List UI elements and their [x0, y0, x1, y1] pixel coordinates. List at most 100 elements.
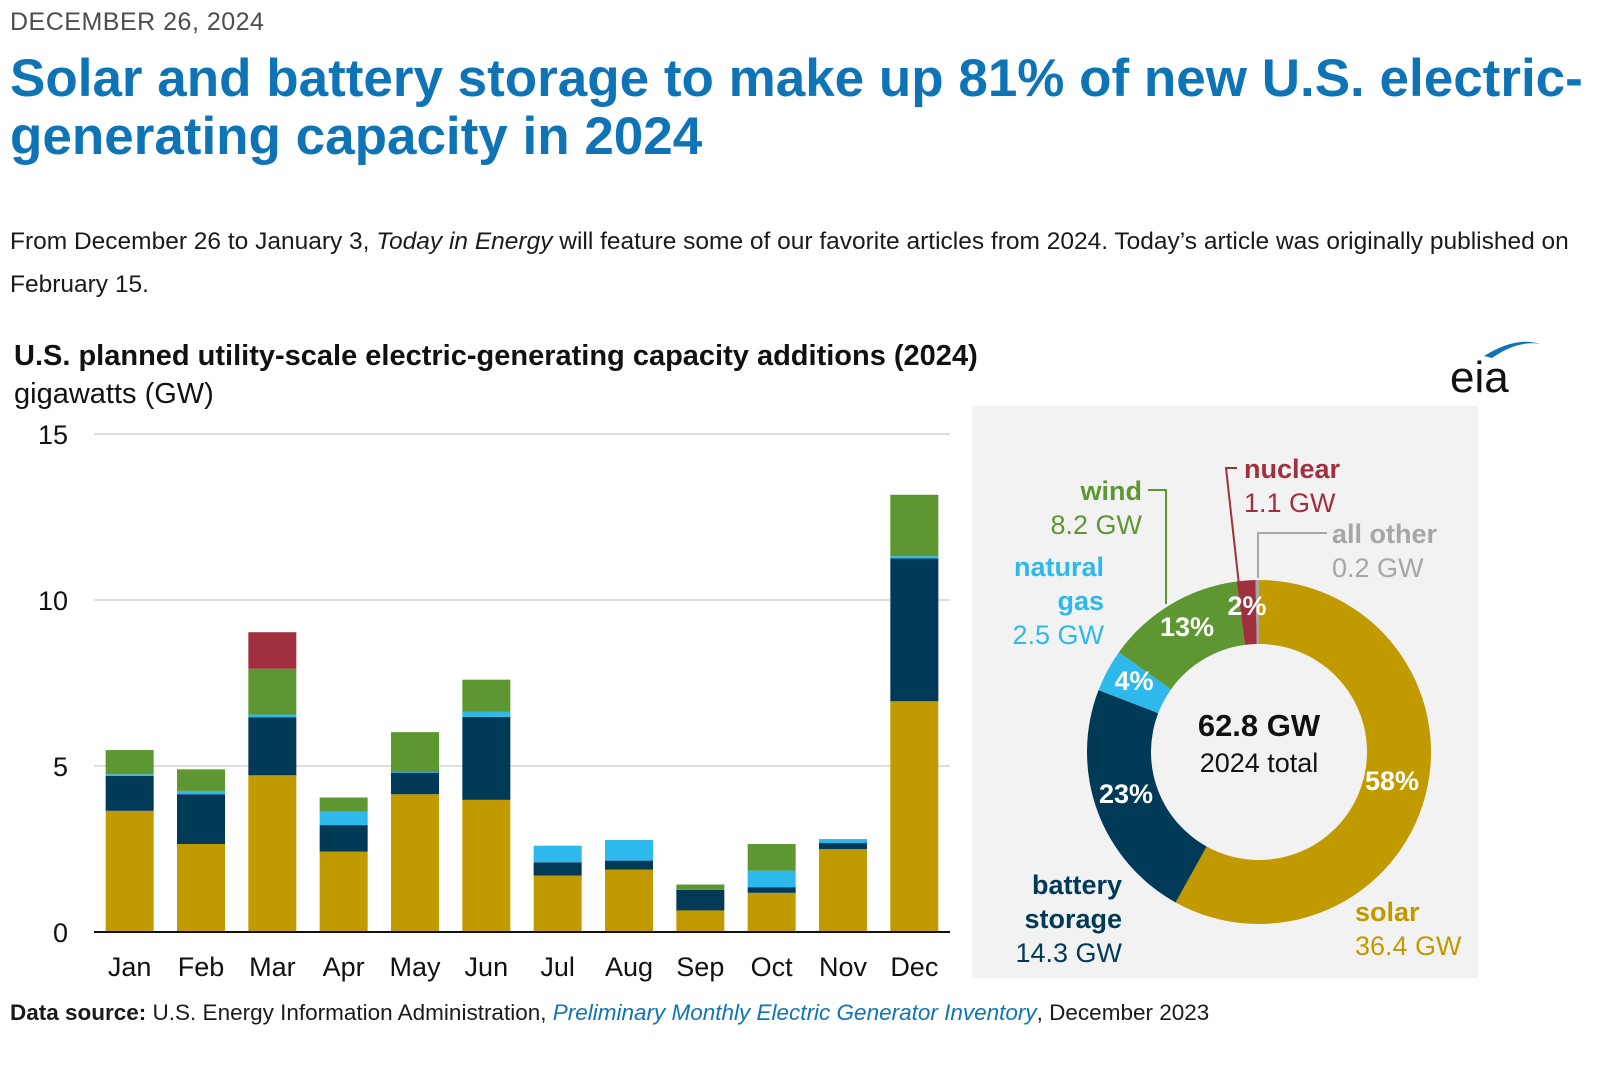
y-tick-label: 5 — [53, 752, 68, 782]
bar-segment-nuclear — [248, 632, 297, 669]
donut-category-label: gas — [1057, 586, 1104, 616]
donut-value-label: 1.1 GW — [1244, 488, 1336, 518]
bar-segment-natural-gas — [319, 811, 368, 826]
chart-title: U.S. planned utility-scale electric-gene… — [14, 340, 978, 372]
eia-logo-text: eia — [1450, 353, 1509, 400]
donut-value-label: 2.5 GW — [1012, 620, 1104, 650]
leader-line-all-other — [1257, 532, 1327, 578]
x-tick-label: Sep — [676, 952, 724, 982]
bar-segment-battery-storage — [533, 862, 582, 876]
x-tick-label: Dec — [890, 952, 938, 982]
bar-segment-natural-gas — [105, 774, 154, 776]
eia-logo-swoosh — [1484, 341, 1540, 358]
donut-pct-label: 4% — [1114, 666, 1153, 696]
article-date: DECEMBER 26, 2024 — [10, 8, 265, 36]
bar-segment-wind — [105, 750, 154, 775]
donut-panel: 58% 23% 4% 13% 2% 62.8 GW 2024 total solar 36.4 … — [972, 406, 1478, 978]
source-date: , December 2023 — [1036, 1000, 1210, 1025]
bar-segment-natural-gas — [819, 839, 867, 844]
bar-segment-wind — [676, 884, 725, 890]
donut-category-label: storage — [1024, 904, 1122, 934]
x-tick-label: Oct — [751, 952, 794, 982]
article-headline: Solar and battery storage to make up 81%… — [10, 49, 1583, 166]
leader-line-nuclear — [1224, 467, 1241, 595]
donut-center-label: 2024 total — [1200, 748, 1319, 778]
bar-segment-solar — [676, 910, 725, 932]
x-tick-label: Jul — [540, 952, 575, 982]
bar-segment-wind — [177, 769, 225, 791]
source-publication-link[interactable]: Preliminary Monthly Electric Generator I… — [552, 1000, 1037, 1025]
bar-segment-solar — [605, 869, 653, 932]
bar-segment-solar — [462, 799, 511, 932]
y-tick-label: 10 — [38, 586, 68, 616]
donut-slice-battery-storage — [1087, 690, 1207, 903]
bar-segment-battery-storage — [676, 889, 725, 911]
donut-chart: 58% 23% 4%13% 2% 62.8 GW 2024 total solar 36.4 … — [1012, 454, 1462, 968]
donut-slice-wind — [1118, 581, 1245, 690]
leader-line-wind — [1148, 489, 1167, 604]
donut-center-value: 62.8 GW — [1198, 708, 1321, 743]
x-tick-label: May — [389, 952, 441, 982]
donut-slice-nuclear — [1236, 580, 1257, 645]
donut-pct-label: 13% — [1160, 612, 1214, 642]
donut-slice-solar — [1175, 580, 1431, 924]
bar-segment-battery-storage — [248, 717, 297, 776]
x-tick-label: Jan — [108, 952, 152, 982]
bar-segment-battery-storage — [605, 860, 653, 870]
donut-pct-label: 58% — [1365, 766, 1419, 796]
bar-segment-natural-gas — [533, 845, 582, 863]
x-tick-label: Nov — [819, 952, 868, 982]
bar-segment-natural-gas — [890, 556, 939, 559]
bar-segment-battery-storage — [747, 887, 796, 893]
donut-pct-label: 23% — [1099, 779, 1153, 809]
bar-segment-solar — [747, 892, 796, 932]
bar-segment-natural-gas — [747, 870, 796, 888]
bar-segment-solar — [248, 775, 297, 932]
donut-category-label: wind — [1080, 476, 1143, 506]
x-tick-label: Aug — [605, 952, 653, 982]
donut-pct-label: 2% — [1227, 591, 1266, 621]
donut-category-label: all other — [1332, 519, 1438, 549]
bar-segment-battery-storage — [319, 825, 368, 852]
bar-segment-natural-gas — [248, 714, 297, 718]
bar-segment-solar — [819, 849, 867, 932]
eia-logo: eia — [1450, 341, 1540, 400]
intro-text-end: will feature some of our favorite articl… — [10, 228, 1569, 298]
bar-chart: 0 5 10 15 Jan Feb Mar Apr May Jun Jul Aug Sep Oct Nov D… — [38, 420, 950, 982]
bar-segment-natural-gas — [177, 790, 225, 795]
source-label: Data source: — [10, 1000, 147, 1025]
donut-value-label: 14.3 GW — [1015, 938, 1122, 968]
y-axis-units: gigawatts (GW) — [14, 378, 214, 410]
donut-category-label: natural — [1014, 552, 1104, 582]
bar-segment-solar — [105, 810, 154, 932]
bar-segment-wind — [890, 494, 939, 557]
bar-segment-natural-gas — [462, 711, 511, 717]
y-tick-label: 15 — [38, 420, 68, 450]
bar-segment-solar — [319, 851, 368, 932]
donut-category-label: nuclear — [1244, 454, 1341, 484]
bar-segment-battery-storage — [105, 775, 154, 811]
bar-segment-wind — [248, 668, 297, 715]
bar-segment-solar — [391, 794, 439, 932]
bar-segment-battery-storage — [177, 794, 225, 845]
bar-segment-wind — [319, 797, 368, 812]
bar-segment-natural-gas — [391, 771, 439, 773]
x-tick-label: Feb — [178, 952, 225, 982]
donut-slice-natural-gas — [1098, 652, 1172, 714]
bar-segment-battery-storage — [819, 843, 867, 849]
x-tick-label: Apr — [323, 952, 365, 982]
donut-slice-all-other — [1255, 580, 1259, 645]
donut-value-label: 0.2 GW — [1332, 553, 1424, 583]
donut-value-label: 8.2 GW — [1050, 510, 1142, 540]
bar-segment-battery-storage — [890, 558, 939, 702]
intro-publication[interactable]: Today in Energy — [376, 228, 553, 255]
x-tick-label: Jun — [465, 952, 509, 982]
donut-category-label: solar — [1355, 897, 1420, 927]
y-tick-label: 0 — [53, 918, 68, 948]
bar-segment-wind — [747, 844, 796, 871]
data-source: Data source: U.S. Energy Information Adm… — [10, 1000, 1209, 1026]
bar-segment-wind — [391, 732, 439, 772]
source-org: U.S. Energy Information Administration, — [146, 1000, 553, 1025]
bar-segment-natural-gas — [605, 840, 653, 861]
bar-segment-solar — [890, 701, 939, 932]
